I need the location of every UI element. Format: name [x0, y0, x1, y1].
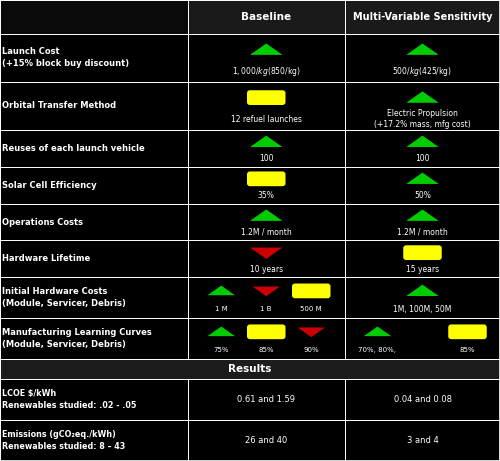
Bar [345, 420, 500, 461]
Polygon shape [406, 43, 439, 55]
Bar [0, 34, 188, 82]
Bar [345, 130, 500, 166]
Polygon shape [406, 284, 439, 296]
Bar [345, 34, 500, 82]
Polygon shape [298, 327, 325, 337]
Text: 75%: 75% [214, 347, 229, 353]
Text: 1M, 100M, 50M: 1M, 100M, 50M [394, 305, 452, 314]
Text: Multi-Variable Sensitivity: Multi-Variable Sensitivity [353, 12, 492, 22]
Text: 50%: 50% [414, 191, 431, 200]
Bar [345, 82, 500, 130]
Bar [0, 241, 188, 278]
Text: 35%: 35% [258, 191, 274, 200]
Text: LCOE $/kWh
Renewables studied: .02 - .05: LCOE $/kWh Renewables studied: .02 - .05 [2, 389, 137, 410]
Bar [345, 166, 500, 204]
Text: Electric Propulsion
(+17.2% mass, mfg cost): Electric Propulsion (+17.2% mass, mfg co… [374, 109, 471, 129]
Polygon shape [252, 287, 280, 296]
Text: 1 B: 1 B [260, 306, 272, 312]
Text: 85%: 85% [460, 347, 475, 353]
Bar [0, 318, 188, 359]
FancyBboxPatch shape [292, 284, 331, 298]
Bar [188, 34, 345, 82]
Bar [345, 241, 500, 278]
Text: 26 and 40: 26 and 40 [245, 436, 288, 445]
Text: Reuses of each launch vehicle: Reuses of each launch vehicle [2, 144, 145, 153]
Text: 15 years: 15 years [406, 265, 439, 274]
Bar [0, 166, 188, 204]
Text: Baseline: Baseline [241, 12, 292, 22]
Text: 70%, 80%,: 70%, 80%, [358, 347, 397, 353]
Bar [0, 359, 500, 379]
Bar [188, 0, 345, 34]
Bar [0, 379, 188, 420]
Bar [188, 241, 345, 278]
Bar [188, 82, 345, 130]
Text: Operations Costs: Operations Costs [2, 218, 84, 226]
Bar [0, 278, 188, 318]
Text: Initial Hardware Costs
(Module, Servicer, Debris): Initial Hardware Costs (Module, Servicer… [2, 288, 126, 308]
Text: 100: 100 [259, 154, 274, 163]
Bar [188, 420, 345, 461]
Bar [188, 130, 345, 166]
Bar [188, 166, 345, 204]
Text: 10 years: 10 years [250, 265, 283, 274]
Bar [345, 204, 500, 241]
Bar [188, 318, 345, 359]
Text: 0.04 and 0.08: 0.04 and 0.08 [394, 395, 452, 404]
Polygon shape [250, 248, 282, 259]
Text: 85%: 85% [258, 347, 274, 353]
Text: 500 M: 500 M [300, 306, 322, 312]
Polygon shape [250, 43, 282, 55]
Text: Emissions (gCO₂eq./kWh)
Renewables studied: 8 – 43: Emissions (gCO₂eq./kWh) Renewables studi… [2, 430, 126, 451]
Text: 1 M: 1 M [215, 306, 228, 312]
Bar [188, 379, 345, 420]
Text: 100: 100 [415, 154, 430, 163]
Bar [0, 130, 188, 166]
Text: Orbital Transfer Method: Orbital Transfer Method [2, 101, 116, 110]
Bar [0, 420, 188, 461]
Text: 1.2M / month: 1.2M / month [241, 228, 292, 237]
Polygon shape [364, 326, 391, 336]
Text: $1,000/kg ($850/kg): $1,000/kg ($850/kg) [232, 65, 300, 78]
Text: 12 refuel launches: 12 refuel launches [231, 115, 302, 124]
Text: Launch Cost
(+15% block buy discount): Launch Cost (+15% block buy discount) [2, 47, 130, 68]
Text: Solar Cell Efficiency: Solar Cell Efficiency [2, 181, 97, 189]
Polygon shape [250, 209, 282, 221]
Bar [345, 379, 500, 420]
FancyBboxPatch shape [247, 325, 286, 339]
FancyBboxPatch shape [448, 325, 486, 339]
Bar [0, 82, 188, 130]
FancyBboxPatch shape [403, 245, 442, 260]
Bar [188, 278, 345, 318]
Text: $500/kg ($425/kg): $500/kg ($425/kg) [392, 65, 452, 78]
FancyBboxPatch shape [247, 171, 286, 186]
Bar [345, 0, 500, 34]
Text: Hardware Lifetime: Hardware Lifetime [2, 254, 91, 263]
Polygon shape [406, 136, 439, 147]
Text: Manufacturing Learning Curves
(Module, Servicer, Debris): Manufacturing Learning Curves (Module, S… [2, 328, 152, 349]
Polygon shape [208, 326, 235, 336]
FancyBboxPatch shape [247, 90, 286, 105]
Polygon shape [406, 91, 439, 103]
Bar [345, 278, 500, 318]
Polygon shape [250, 136, 282, 147]
Text: 3 and 4: 3 and 4 [406, 436, 438, 445]
Text: 0.61 and 1.59: 0.61 and 1.59 [238, 395, 295, 404]
Bar [0, 0, 188, 34]
Polygon shape [406, 172, 439, 184]
Polygon shape [208, 286, 235, 295]
Bar [188, 204, 345, 241]
Polygon shape [406, 209, 439, 221]
Text: 90%: 90% [304, 347, 319, 353]
Text: 1.2M / month: 1.2M / month [397, 228, 448, 237]
Bar [345, 318, 500, 359]
Text: Results: Results [228, 364, 272, 374]
Bar [0, 204, 188, 241]
